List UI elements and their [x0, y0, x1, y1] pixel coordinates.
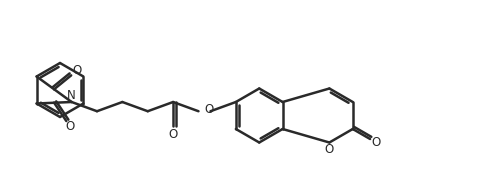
Text: O: O [204, 103, 213, 116]
Text: N: N [67, 88, 76, 102]
Text: O: O [65, 120, 75, 133]
Text: O: O [324, 143, 333, 156]
Text: O: O [72, 65, 81, 77]
Text: O: O [371, 136, 380, 149]
Text: O: O [168, 128, 177, 141]
